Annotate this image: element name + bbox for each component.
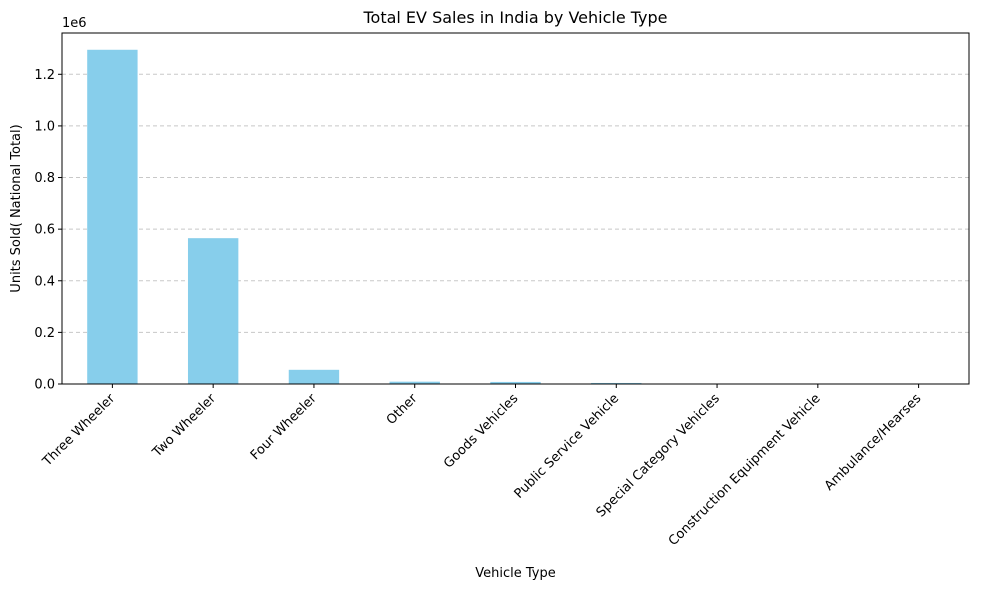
x-axis-title: Vehicle Type bbox=[475, 566, 555, 581]
x-tick-label: Public Service Vehicle bbox=[512, 391, 623, 502]
y-tick-label: 0.0 bbox=[34, 378, 55, 393]
x-tick-label: Two Wheeler bbox=[149, 391, 219, 461]
x-axis-ticks: Three Wheeler Two Wheeler Four Wheeler Othe… bbox=[39, 384, 925, 549]
chart-title: Total EV Sales in India by Vehicle Type bbox=[362, 8, 667, 27]
x-tick-label: Three Wheeler bbox=[39, 391, 118, 470]
x-tick-label: Goods Vehicles bbox=[441, 391, 521, 471]
bar bbox=[591, 382, 642, 384]
y-tick-label: 1.0 bbox=[34, 119, 55, 134]
y-axis-ticks: 0.0 0.2 0.4 0.6 0.8 1.0 1.2 bbox=[34, 68, 62, 393]
y-tick-label: 1.2 bbox=[34, 68, 55, 83]
y-axis-offset-label: 1e6 bbox=[62, 16, 87, 31]
y-tick-label: 0.2 bbox=[34, 326, 55, 341]
y-axis-title: Units Sold( National Total) bbox=[9, 124, 24, 292]
y-tick-label: 0.8 bbox=[34, 171, 55, 186]
x-tick-label: Other bbox=[384, 391, 421, 428]
bar bbox=[288, 369, 340, 384]
bar bbox=[187, 238, 239, 384]
x-tick-label: Ambulance/Hearses bbox=[822, 391, 925, 494]
bar bbox=[490, 381, 541, 384]
bar bbox=[389, 381, 440, 384]
y-tick-label: 0.4 bbox=[34, 274, 55, 289]
bars bbox=[87, 49, 944, 385]
x-tick-label: Four Wheeler bbox=[248, 391, 320, 463]
y-tick-label: 0.6 bbox=[34, 223, 55, 238]
bar bbox=[87, 49, 138, 385]
